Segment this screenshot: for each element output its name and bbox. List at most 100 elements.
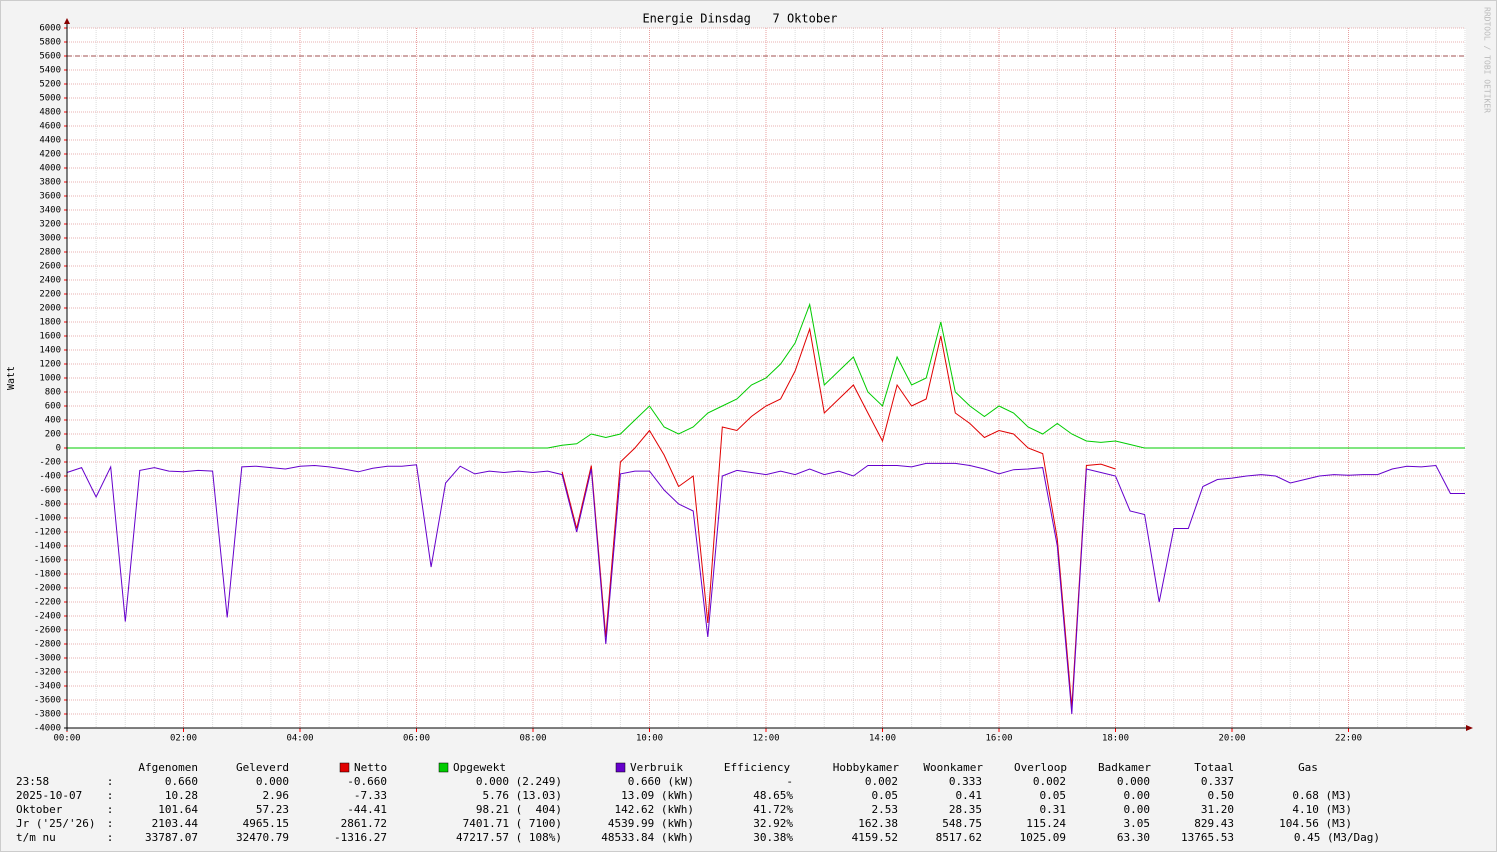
x-tick-label: 16:00 (985, 734, 1012, 744)
y-tick-label: 6000 (39, 24, 61, 34)
table-cell: 0.660 (kW) (628, 775, 694, 788)
table-cell: 548.75 (942, 817, 982, 830)
x-tick-label: 14:00 (869, 734, 896, 744)
x-tick-label: 10:00 (636, 734, 663, 744)
table-cell: 101.64 (158, 803, 198, 816)
grid: -4000-3800-3600-3400-3200-3000-2800-2600… (34, 24, 1466, 744)
y-tick-label: 2400 (39, 276, 61, 286)
legend-label: Verbruik (630, 761, 683, 774)
y-tick-label: -200 (39, 458, 61, 468)
table-cell: 2103.44 (152, 817, 199, 830)
y-tick-label: 4200 (39, 150, 61, 160)
table-cell: 115.24 (1026, 817, 1066, 830)
x-tick-label: 22:00 (1335, 734, 1362, 744)
table-cell: 2861.72 (341, 817, 387, 830)
y-tick-label: -400 (39, 472, 61, 482)
y-tick-label: 1600 (39, 332, 61, 342)
table-cell: 1025.09 (1020, 831, 1066, 844)
table-cell: 48.65% (753, 789, 793, 802)
column-header: Afgenomen (138, 761, 198, 774)
table-cell: 41.72% (753, 803, 793, 816)
y-tick-label: 1400 (39, 346, 61, 356)
table-cell: -7.33 (354, 789, 387, 802)
table-cell: Oktober (16, 803, 63, 816)
table-cell: 0.00 (1124, 789, 1151, 802)
y-tick-label: 5000 (39, 94, 61, 104)
y-tick-label: 800 (45, 388, 61, 398)
y-tick-label: -3800 (34, 710, 61, 720)
column-header: Gas (1298, 761, 1318, 774)
legend-label: Netto (354, 761, 387, 774)
y-tick-label: -3200 (34, 668, 61, 678)
y-tick-label: -1000 (34, 514, 61, 524)
table-cell: : (107, 789, 114, 802)
table-cell: 32.92% (753, 817, 793, 830)
table-cell: : (107, 817, 114, 830)
y-tick-label: 3600 (39, 192, 61, 202)
y-tick-label: 3400 (39, 206, 61, 216)
table-cell: 28.35 (949, 803, 982, 816)
y-tick-label: 5800 (39, 38, 61, 48)
table-cell: 0.68 (M3) (1292, 789, 1352, 802)
table-cell: 8517.62 (936, 831, 982, 844)
table-cell: 2025-10-07 (16, 789, 82, 802)
y-tick-label: 1800 (39, 318, 61, 328)
table-cell: 32470.79 (236, 831, 289, 844)
table-cell: 10.28 (165, 789, 198, 802)
table-cell: -1316.27 (334, 831, 387, 844)
y-tick-label: -2400 (34, 612, 61, 622)
column-header: Woonkamer (923, 761, 983, 774)
table-cell: 13765.53 (1181, 831, 1234, 844)
table-cell: 23:58 (16, 775, 49, 788)
table-cell: 33787.07 (145, 831, 198, 844)
table-cell: -0.660 (347, 775, 387, 788)
y-tick-label: 2600 (39, 262, 61, 272)
x-tick-label: 02:00 (170, 734, 197, 744)
y-tick-label: -3600 (34, 696, 61, 706)
table-cell: 0.000 (1117, 775, 1150, 788)
table-cell: 0.002 (865, 775, 898, 788)
table-cell: t/m nu (16, 831, 56, 844)
table-cell: 0.50 (1208, 789, 1235, 802)
x-tick-label: 20:00 (1218, 734, 1245, 744)
table-cell: 7401.71 ( 7100) (463, 817, 562, 830)
table-cell: 162.38 (858, 817, 898, 830)
table-cell: 2.53 (872, 803, 899, 816)
table-cell: 0.000 (256, 775, 289, 788)
y-tick-label: -2800 (34, 640, 61, 650)
table-cell: 0.00 (1124, 803, 1151, 816)
y-tick-label: -1200 (34, 528, 61, 538)
table-cell: 98.21 ( 404) (476, 803, 562, 816)
y-tick-label: 5200 (39, 80, 61, 90)
table-cell: 0.41 (956, 789, 983, 802)
table-cell: 63.30 (1117, 831, 1150, 844)
chart-title: Energie Dinsdag 7 Oktober (642, 12, 837, 26)
y-tick-label: -3400 (34, 682, 61, 692)
series-line (66, 462, 1465, 715)
x-tick-label: 04:00 (286, 734, 313, 744)
y-tick-label: -2600 (34, 626, 61, 636)
series-line (561, 327, 1116, 708)
y-tick-label: 4400 (39, 136, 61, 146)
table-cell: 4965.15 (243, 817, 289, 830)
y-tick-label: 200 (45, 430, 61, 440)
table-cell: 0.31 (1040, 803, 1067, 816)
table-cell: 48533.84 (kWh) (601, 831, 694, 844)
y-tick-label: 5600 (39, 52, 61, 62)
legend-swatch (438, 762, 449, 773)
y-tick-label: -1600 (34, 556, 61, 566)
axis-arrow (1466, 725, 1473, 731)
x-tick-label: 18:00 (1102, 734, 1129, 744)
table-cell: 4539.99 (kWh) (608, 817, 694, 830)
table-cell: 2.96 (263, 789, 290, 802)
column-header: Efficiency (724, 761, 791, 774)
y-tick-label: -1800 (34, 570, 61, 580)
table-cell: -44.41 (347, 803, 387, 816)
series-line (67, 302, 1465, 449)
y-tick-label: 5400 (39, 66, 61, 76)
column-header: Hobbykamer (833, 761, 900, 774)
column-header: Geleverd (236, 761, 289, 774)
y-tick-label: 0 (56, 444, 61, 454)
